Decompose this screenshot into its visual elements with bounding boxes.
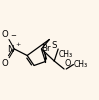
Text: +: +	[15, 42, 20, 47]
Text: −: −	[11, 33, 17, 39]
Text: O: O	[2, 30, 9, 39]
Text: CH₃: CH₃	[74, 60, 88, 69]
Text: O: O	[2, 58, 9, 68]
Text: Br: Br	[41, 44, 50, 53]
Text: CH₃: CH₃	[59, 50, 73, 59]
Text: N: N	[7, 44, 14, 54]
Text: O: O	[65, 60, 71, 68]
Text: S: S	[51, 41, 57, 50]
